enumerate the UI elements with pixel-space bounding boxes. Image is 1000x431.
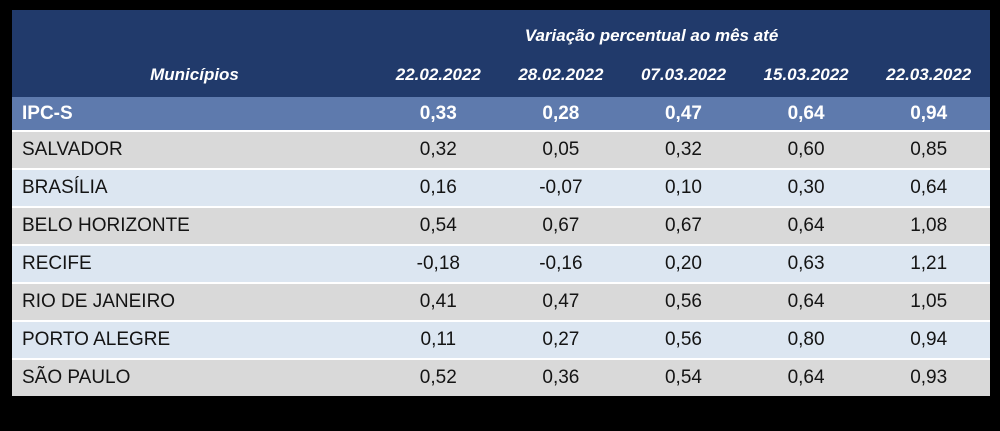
- column-header-date-5: 22.03.2022: [867, 56, 991, 97]
- value-cell: 0,94: [867, 97, 991, 131]
- value-cell: -0,18: [377, 244, 500, 283]
- row-label: PORTO ALEGRE: [12, 320, 377, 359]
- value-cell: 0,60: [744, 130, 868, 169]
- value-cell: 0,10: [622, 168, 745, 207]
- value-cell: 0,56: [622, 282, 745, 321]
- column-header-date-4: 15.03.2022: [744, 56, 868, 97]
- value-cell: 0,64: [744, 206, 868, 245]
- table-row-belo-horizonte: BELO HORIZONTE 0,54 0,67 0,67 0,64 1,08: [12, 206, 991, 245]
- table-row-salvador: SALVADOR 0,32 0,05 0,32 0,60 0,85: [12, 130, 991, 169]
- row-label: SALVADOR: [12, 130, 377, 169]
- value-cell: 0,20: [622, 244, 745, 283]
- value-cell: 0,36: [499, 358, 623, 396]
- row-label: RECIFE: [12, 244, 377, 283]
- table-title: Variação percentual ao mês até: [377, 10, 991, 56]
- table-body: IPC-S 0,33 0,28 0,47 0,64 0,94 SALVADOR …: [12, 97, 991, 396]
- table-title-row: Variação percentual ao mês até: [12, 10, 991, 56]
- value-cell: 0,80: [744, 320, 868, 359]
- value-cell: 0,30: [744, 168, 868, 207]
- value-cell: 0,32: [377, 130, 500, 169]
- value-cell: 0,41: [377, 282, 500, 321]
- value-cell: 0,11: [377, 320, 500, 359]
- value-cell: 0,33: [377, 97, 500, 131]
- header-spacer: [12, 10, 377, 56]
- row-label: IPC-S: [12, 97, 377, 131]
- column-header-date-2: 28.02.2022: [499, 56, 623, 97]
- table-row-rio-de-janeiro: RIO DE JANEIRO 0,41 0,47 0,56 0,64 1,05: [12, 282, 991, 321]
- value-cell: 0,27: [499, 320, 623, 359]
- value-cell: 1,08: [867, 206, 991, 245]
- value-cell: 0,67: [499, 206, 623, 245]
- value-cell: 0,16: [377, 168, 500, 207]
- table-row-recife: RECIFE -0,18 -0,16 0,20 0,63 1,21: [12, 244, 991, 283]
- value-cell: 0,54: [622, 358, 745, 396]
- row-label: RIO DE JANEIRO: [12, 282, 377, 321]
- value-cell: 0,93: [867, 358, 991, 396]
- row-label: SÃO PAULO: [12, 358, 377, 396]
- value-cell: 0,47: [622, 97, 745, 131]
- column-header-row: Municípios 22.02.2022 28.02.2022 07.03.2…: [12, 56, 991, 97]
- column-header-date-3: 07.03.2022: [622, 56, 745, 97]
- value-cell: 0,64: [744, 358, 868, 396]
- value-cell: -0,07: [499, 168, 623, 207]
- table-row-porto-alegre: PORTO ALEGRE 0,11 0,27 0,56 0,80 0,94: [12, 320, 991, 359]
- value-cell: 0,94: [867, 320, 991, 359]
- value-cell: 1,05: [867, 282, 991, 321]
- value-cell: 0,64: [867, 168, 991, 207]
- ipc-s-municipios-table: Variação percentual ao mês até Município…: [12, 10, 991, 396]
- column-header-date-1: 22.02.2022: [377, 56, 500, 97]
- table-row-brasilia: BRASÍLIA 0,16 -0,07 0,10 0,30 0,64: [12, 168, 991, 207]
- value-cell: 0,56: [622, 320, 745, 359]
- table-header: Variação percentual ao mês até Município…: [12, 10, 991, 97]
- value-cell: 0,47: [499, 282, 623, 321]
- value-cell: 0,85: [867, 130, 991, 169]
- table-row-sao-paulo: SÃO PAULO 0,52 0,36 0,54 0,64 0,93: [12, 358, 991, 396]
- column-header-municipios: Municípios: [12, 56, 377, 97]
- value-cell: 0,05: [499, 130, 623, 169]
- row-label: BRASÍLIA: [12, 168, 377, 207]
- value-cell: 0,63: [744, 244, 868, 283]
- summary-row-ipc-s: IPC-S 0,33 0,28 0,47 0,64 0,94: [12, 97, 991, 131]
- value-cell: -0,16: [499, 244, 623, 283]
- value-cell: 0,67: [622, 206, 745, 245]
- value-cell: 0,52: [377, 358, 500, 396]
- value-cell: 0,28: [499, 97, 623, 131]
- value-cell: 0,54: [377, 206, 500, 245]
- value-cell: 0,32: [622, 130, 745, 169]
- value-cell: 0,64: [744, 97, 868, 131]
- value-cell: 1,21: [867, 244, 991, 283]
- value-cell: 0,64: [744, 282, 868, 321]
- row-label: BELO HORIZONTE: [12, 206, 377, 245]
